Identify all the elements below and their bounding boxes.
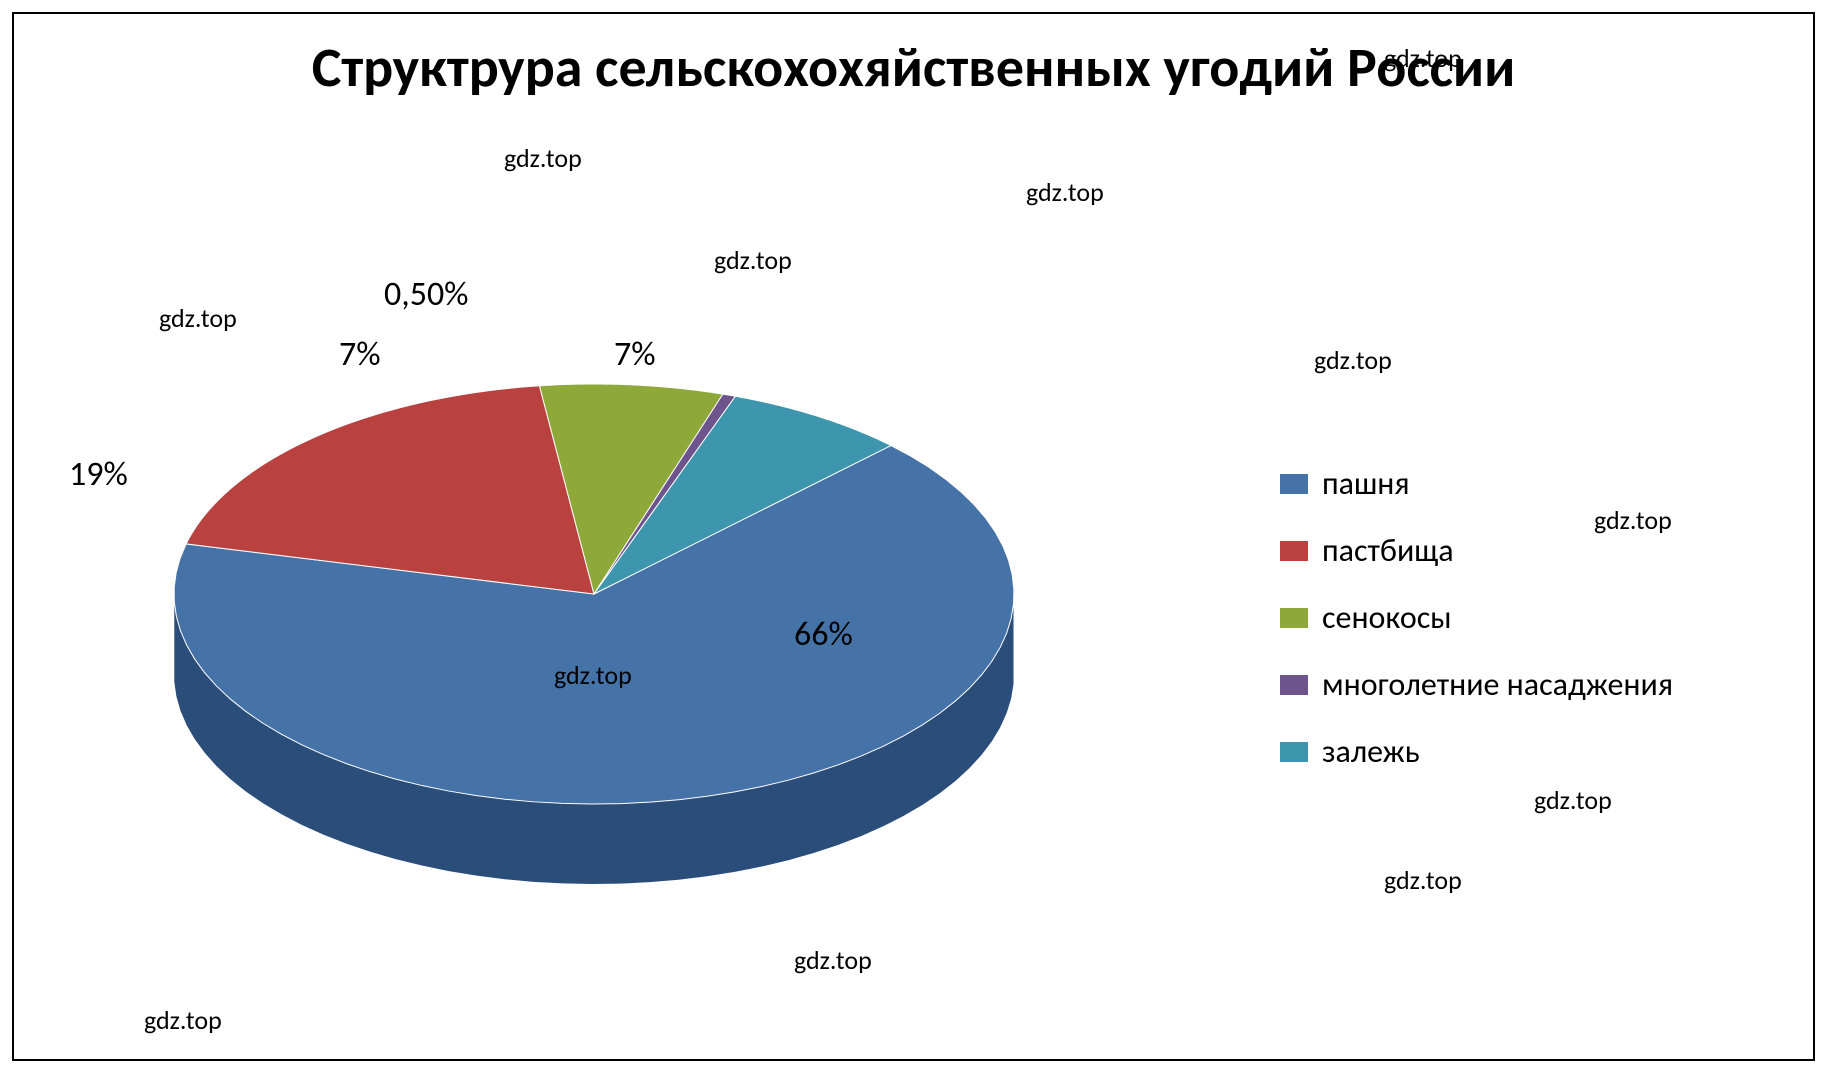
legend-item-2: сенокосы: [1280, 598, 1673, 637]
legend-swatch: [1280, 474, 1308, 494]
legend-label: залежь: [1322, 732, 1420, 771]
watermark: gdz.top: [1314, 344, 1392, 376]
legend-item-3: многолетние насаджения: [1280, 665, 1673, 704]
watermark: gdz.top: [1534, 784, 1612, 816]
watermark: gdz.top: [1384, 42, 1462, 74]
legend-item-0: пашня: [1280, 464, 1673, 503]
data-label-многолетние насаджения: 0,50%: [384, 274, 469, 315]
data-label-пастбища: 19%: [69, 454, 128, 495]
legend-swatch: [1280, 608, 1308, 628]
watermark: gdz.top: [794, 944, 872, 976]
watermark: gdz.top: [1026, 176, 1104, 208]
chart-frame: Структрура сельскохохяйственных угодий Р…: [12, 12, 1815, 1061]
watermark: gdz.top: [714, 244, 792, 276]
data-label-пашня: 66%: [794, 614, 853, 655]
pie-chart-svg: [94, 274, 1094, 974]
legend-label: пашня: [1322, 464, 1410, 503]
watermark: gdz.top: [1594, 504, 1672, 536]
watermark: gdz.top: [504, 142, 582, 174]
legend-label: сенокосы: [1322, 598, 1452, 637]
legend-item-4: залежь: [1280, 732, 1673, 771]
watermark: gdz.top: [1384, 864, 1462, 896]
legend-label: пастбища: [1322, 531, 1454, 570]
data-label-залежь: 7%: [614, 334, 656, 375]
legend-label: многолетние насаджения: [1322, 665, 1673, 704]
legend-swatch: [1280, 541, 1308, 561]
legend-swatch: [1280, 675, 1308, 695]
legend-item-1: пастбища: [1280, 531, 1673, 570]
watermark: gdz.top: [144, 1004, 222, 1036]
data-label-сенокосы: 7%: [339, 334, 381, 375]
chart-title: Структрура сельскохохяйственных угодий Р…: [14, 14, 1813, 100]
legend-swatch: [1280, 742, 1308, 762]
pie-area: 66%19%7%0,50%7%: [94, 274, 1094, 974]
watermark: gdz.top: [159, 302, 237, 334]
watermark: gdz.top: [554, 659, 632, 691]
